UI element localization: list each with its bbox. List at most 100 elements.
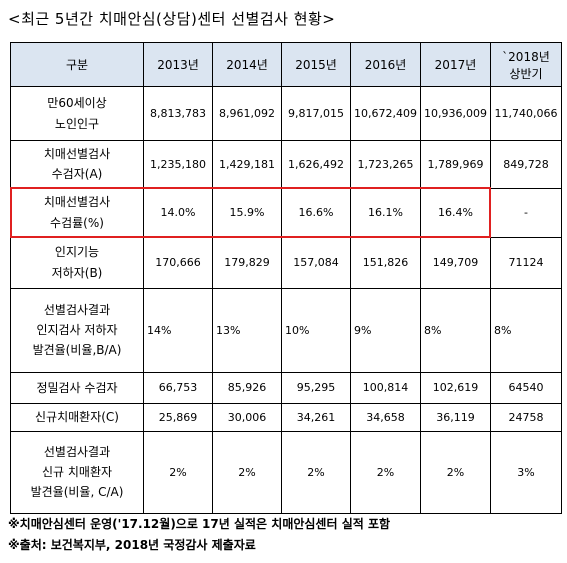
cell: 1,235,180 <box>143 140 213 189</box>
cell-line: 2015년 <box>295 58 337 72</box>
cell: 34,658 <box>350 402 421 432</box>
cell: 14% <box>143 287 213 373</box>
row-label: 정밀검사 수검자 <box>10 371 144 404</box>
cell: 14.0% <box>143 187 213 238</box>
cell-line: 수검률(%) <box>50 215 104 230</box>
cell: 10,672,409 <box>350 86 421 141</box>
cell: 1,789,969 <box>419 140 491 189</box>
cell: 8% <box>419 287 491 373</box>
cell: 11,740,066 <box>489 86 562 141</box>
cell-line: 정밀검사 수검자 <box>36 380 118 395</box>
header-cell: 2016년 <box>350 42 421 87</box>
cell-line: 2013년 <box>157 58 199 72</box>
row: 선별검사결과 신규 치매환자 발견율(비율, C/A) 2% 2% 2% 2% 2% 3% <box>10 430 562 514</box>
cell-line: 선별검사결과 <box>43 444 111 459</box>
cell: 149,709 <box>419 236 491 289</box>
cell-line: 치매선별검사 <box>43 147 111 161</box>
cell: 9,817,015 <box>281 86 351 141</box>
cell: 71124 <box>489 236 562 289</box>
header-cell: 2017년 <box>419 42 491 87</box>
cell: 66,753 <box>143 371 213 404</box>
cell: 170,666 <box>143 236 213 289</box>
cell: 8% <box>489 287 562 373</box>
cell: - <box>489 187 562 238</box>
cell-line: 신규 치매환자 <box>41 465 113 480</box>
cell: 25,869 <box>143 402 213 432</box>
cell: 157,084 <box>281 236 351 289</box>
cell-line: `2018년 <box>502 49 550 64</box>
cell: 102,619 <box>419 371 491 404</box>
cell: 36,119 <box>419 402 491 432</box>
cell: 8,813,783 <box>143 86 213 141</box>
cell-line: 2017년 <box>434 58 477 72</box>
header-cell: 구분 <box>10 42 144 87</box>
cell: 34,261 <box>281 402 351 432</box>
cell: 2% <box>143 430 213 514</box>
cell: 95,295 <box>281 371 351 404</box>
cell: 24758 <box>489 402 562 432</box>
cell-line: 구분 <box>65 58 89 72</box>
cell: 10,936,009 <box>419 86 491 141</box>
row: 치매선별검사 수검률(%) 14.0% 15.9% 16.6% 16.1% 16.4% - <box>10 187 562 238</box>
row: 정밀검사 수검자 66,753 85,926 95,295 100,814 102,619… <box>10 371 562 404</box>
row: 신규치매환자(C) 25,869 30,006 34,261 34,658 36,119 2… <box>10 402 562 432</box>
cell: 8,961,092 <box>212 86 282 141</box>
cell-line: 인지기능 <box>54 245 100 260</box>
row-label: 신규치매환자(C) <box>10 402 144 432</box>
cell: 2% <box>419 430 491 514</box>
row: 치매선별검사 수검자(A) 1,235,180 1,429,181 1,626,492 1… <box>10 140 562 189</box>
cell-line: 상반기 <box>509 66 543 81</box>
header-cell: 2013년 <box>143 42 213 87</box>
cell: 849,728 <box>489 140 562 189</box>
cell: 1,429,181 <box>212 140 282 189</box>
cell: 2% <box>212 430 282 514</box>
cell-line: 2014년 <box>226 58 268 72</box>
cell: 3% <box>489 430 562 514</box>
cell: 2% <box>350 430 421 514</box>
row: 인지기능 저하자(B) 170,666 179,829 157,084 151,826 14… <box>10 236 562 289</box>
header-cell: 2014년 <box>212 42 282 87</box>
cell: 9% <box>350 287 421 373</box>
cell: 85,926 <box>212 371 282 404</box>
cell: 1,723,265 <box>350 140 421 189</box>
cell-line: 수검자(A) <box>51 167 103 182</box>
header-cell: 2015년 <box>281 42 351 87</box>
cell: 16.6% <box>281 187 351 238</box>
cell: 179,829 <box>212 236 282 289</box>
row-label: 만60세이상 노인인구 <box>10 86 144 141</box>
title: <최근 5년간 치매안심(상담)센터 선별검사 현황> <box>8 10 336 28</box>
cell: 2% <box>281 430 351 514</box>
cell: 16.1% <box>350 187 421 238</box>
cell-line: 2016년 <box>364 58 407 72</box>
cell-line: 치매선별검사 <box>43 195 111 210</box>
row: 선별검사결과 인지검사 저하자 발견율(비율,B/A) 14% 13% 10% 9% 8% 8% <box>10 287 562 373</box>
footnote: ※출처: 보건복지부, 2018년 국정감사 제출자료 <box>8 538 256 552</box>
cell-line: 인지검사 저하자 <box>36 323 118 338</box>
cell: 16.4% <box>419 187 491 238</box>
cell-line: 신규치매환자(C) <box>35 410 119 425</box>
cell-line: 발견율(비율,B/A) <box>32 343 122 358</box>
cell-line: 선별검사결과 <box>43 302 111 317</box>
cell: 1,626,492 <box>281 140 351 189</box>
cell-line: 발견율(비율, C/A) <box>30 485 124 500</box>
cell: 100,814 <box>350 371 421 404</box>
cell: 15.9% <box>212 187 282 238</box>
cell: 13% <box>212 287 282 373</box>
cell: 151,826 <box>350 236 421 289</box>
row: 만60세이상 노인인구 8,813,783 8,961,092 9,817,015 10,… <box>10 86 562 141</box>
cell: 10% <box>281 287 351 373</box>
cell-line: 노인인구 <box>54 116 100 131</box>
cell: 64540 <box>489 371 562 404</box>
cell-line: 저하자(B) <box>51 265 103 280</box>
footnote: ※치매안심센터 운영('17.12월)으로 17년 실적은 치매안심센터 실적 … <box>8 517 391 531</box>
cell: 30,006 <box>212 402 282 432</box>
